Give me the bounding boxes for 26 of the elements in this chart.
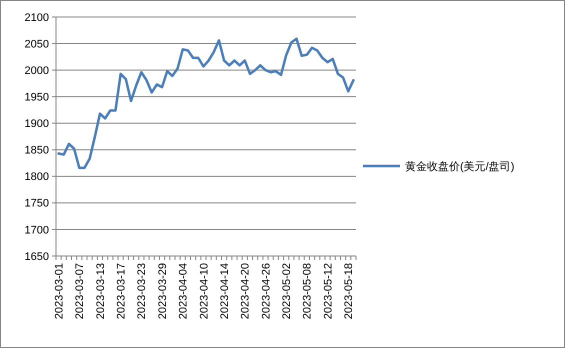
y-tick-label: 2000 bbox=[24, 64, 49, 77]
x-tick-label: 2023-03-17 bbox=[116, 263, 128, 320]
x-tick-label: 2023-05-08 bbox=[302, 263, 314, 320]
x-tick-label: 2023-03-23 bbox=[136, 263, 148, 320]
y-tick-label: 2100 bbox=[24, 12, 49, 24]
x-tick-label: 2023-03-07 bbox=[74, 263, 86, 320]
y-tick-label: 2050 bbox=[24, 38, 49, 50]
y-tick-label: 1850 bbox=[24, 144, 49, 157]
x-tick-label: 2023-05-02 bbox=[281, 263, 294, 320]
y-tick-label: 1950 bbox=[24, 92, 49, 104]
y-tick-label: 1800 bbox=[24, 171, 49, 184]
y-tick-label: 1750 bbox=[24, 198, 49, 210]
x-tick-label: 2023-04-14 bbox=[218, 263, 231, 320]
x-tick-label: 2023-04-26 bbox=[260, 263, 272, 320]
x-tick-label: 2023-04-10 bbox=[198, 263, 210, 320]
y-tick-label: 1900 bbox=[24, 118, 49, 130]
y-tick-label: 1650 bbox=[24, 250, 49, 263]
x-tick-label: 2023-03-13 bbox=[94, 263, 107, 320]
x-tick-label: 2023-05-12 bbox=[322, 263, 334, 320]
x-tick-label: 2023-05-18 bbox=[343, 263, 356, 320]
legend-label: 黄金收盘价(美元/盘司) bbox=[405, 160, 514, 173]
x-tick-label: 2023-04-20 bbox=[240, 263, 252, 320]
x-tick-label: 2023-04-04 bbox=[178, 263, 190, 320]
x-tick-label: 2023-03-29 bbox=[156, 263, 169, 320]
y-tick-label: 1700 bbox=[24, 224, 49, 236]
x-tick-label: 2023-03-01 bbox=[53, 263, 66, 320]
